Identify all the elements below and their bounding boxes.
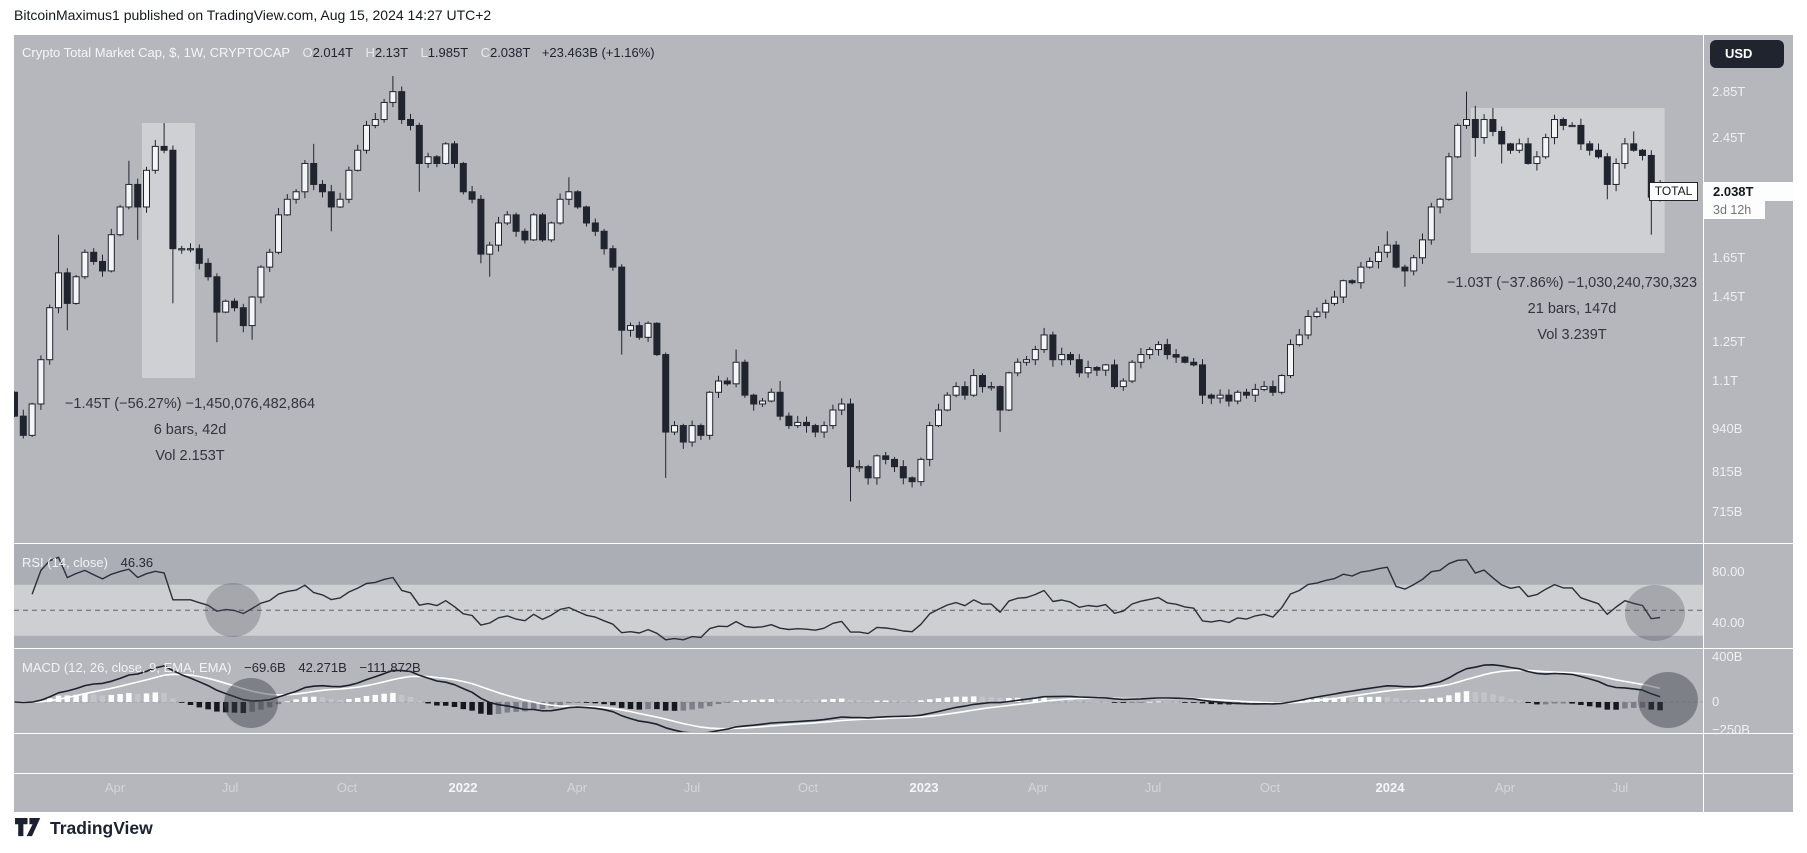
symbol-price-flag: TOTAL (1649, 182, 1698, 201)
tradingview-logo-icon (15, 817, 41, 837)
time-axis-label: Oct (797, 780, 819, 795)
rsi-pane-label: RSI (14, close) 46.36 (22, 555, 153, 570)
time-axis-label: Jul (1144, 780, 1162, 795)
price-axis-label: 1.25T (1712, 334, 1746, 350)
close-value: 2.038T (489, 45, 531, 60)
highlight-circle (1625, 585, 1685, 641)
change-value: +23.463B (+1.16%) (541, 45, 655, 60)
rsi-axis-label: 40.00 (1712, 615, 1745, 630)
macd-axis-label: −250B (1712, 722, 1750, 738)
macd-indicator-name: MACD (12, 26, close, 9, EMA, EMA) (22, 660, 232, 675)
high-label: H (365, 45, 375, 60)
macd-line-value: −69.6B (244, 660, 286, 675)
time-axis-label: Oct (336, 780, 358, 795)
time-axis-label: 2023 (909, 780, 939, 795)
measurement-annotation-2024: −1.03T (−37.86%) −1,030,240,730,323 21 b… (1447, 270, 1697, 348)
attribution-bar: BitcoinMaximus1 published on TradingView… (14, 7, 492, 23)
highlight-box-2024-decline (1470, 108, 1665, 253)
rsi-axis-label: 80.00 (1712, 564, 1745, 579)
open-label: O (302, 45, 313, 60)
price-axis-label: 940B (1712, 420, 1743, 436)
measurement-annotation-2021: −1.45T (−56.27%) −1,450,076,482,864 6 ba… (65, 391, 315, 469)
price-axis-label: 815B (1712, 464, 1743, 480)
price-axis-label: 2.45T (1712, 129, 1746, 145)
high-value: 2.13T (374, 45, 408, 60)
time-axis-label: Apr (104, 780, 126, 795)
time-axis-label: 2022 (448, 780, 478, 795)
tradingview-logo-text: TradingView (50, 818, 153, 838)
time-axis-label: Apr (1494, 780, 1516, 795)
time-axis-label: 2024 (1375, 780, 1405, 795)
measurement-line: −1.45T (−56.27%) −1,450,076,482,864 (64, 396, 316, 412)
rsi-indicator-name: RSI (14, close) (22, 555, 108, 570)
close-label: C (480, 45, 490, 60)
highlight-circle (1638, 672, 1698, 728)
macd-axis-label: 0 (1712, 694, 1720, 709)
time-axis-label: Apr (566, 780, 588, 795)
highlight-circle (224, 678, 278, 728)
symbol-header: Crypto Total Market Cap, $, 1W, CRYPTOCA… (22, 45, 655, 60)
macd-signal-value: 42.271B (298, 660, 347, 675)
macd-axis-label: 400B (1712, 649, 1743, 664)
symbol-title: Crypto Total Market Cap, $, 1W, CRYPTOCA… (22, 45, 290, 60)
low-label: L (420, 45, 428, 60)
highlight-circle (205, 583, 261, 637)
current-price-tag: 2.038T (1704, 182, 1793, 201)
highlight-box-may-2021-crash (142, 123, 195, 378)
time-axis[interactable] (14, 773, 1703, 812)
currency-toggle-button[interactable]: USD (1710, 40, 1784, 68)
measurement-line: Vol 2.153T (155, 448, 225, 464)
time-axis-label: Jul (221, 780, 239, 795)
tradingview-logo[interactable]: TradingView (14, 817, 153, 840)
measurement-line: 21 bars, 147d (1527, 301, 1617, 317)
price-axis-label: 1.45T (1712, 289, 1746, 305)
price-axis-label: 1.65T (1712, 249, 1746, 265)
time-axis-label: Oct (1259, 780, 1281, 795)
bar-countdown-tag: 3d 12h (1704, 201, 1765, 219)
rsi-current-value: 46.36 (120, 555, 154, 570)
open-value: 2.014T (312, 45, 353, 60)
time-axis-label: Jul (683, 780, 701, 795)
macd-histogram-value: −111.872B (359, 660, 421, 675)
price-axis-label: 2.85T (1712, 83, 1746, 99)
measurement-line: 6 bars, 42d (153, 422, 227, 438)
price-axis-label: 715B (1712, 503, 1743, 519)
measurement-line: −1.03T (−37.86%) −1,030,240,730,323 (1446, 275, 1698, 291)
time-axis-label: Apr (1027, 780, 1049, 795)
measurement-line: Vol 3.239T (1537, 327, 1607, 343)
macd-pane-label: MACD (12, 26, close, 9, EMA, EMA) −69.6B… (22, 660, 421, 675)
low-value: 1.985T (427, 45, 468, 60)
time-axis-label: Jul (1611, 780, 1629, 795)
price-axis-label: 1.1T (1712, 373, 1739, 389)
